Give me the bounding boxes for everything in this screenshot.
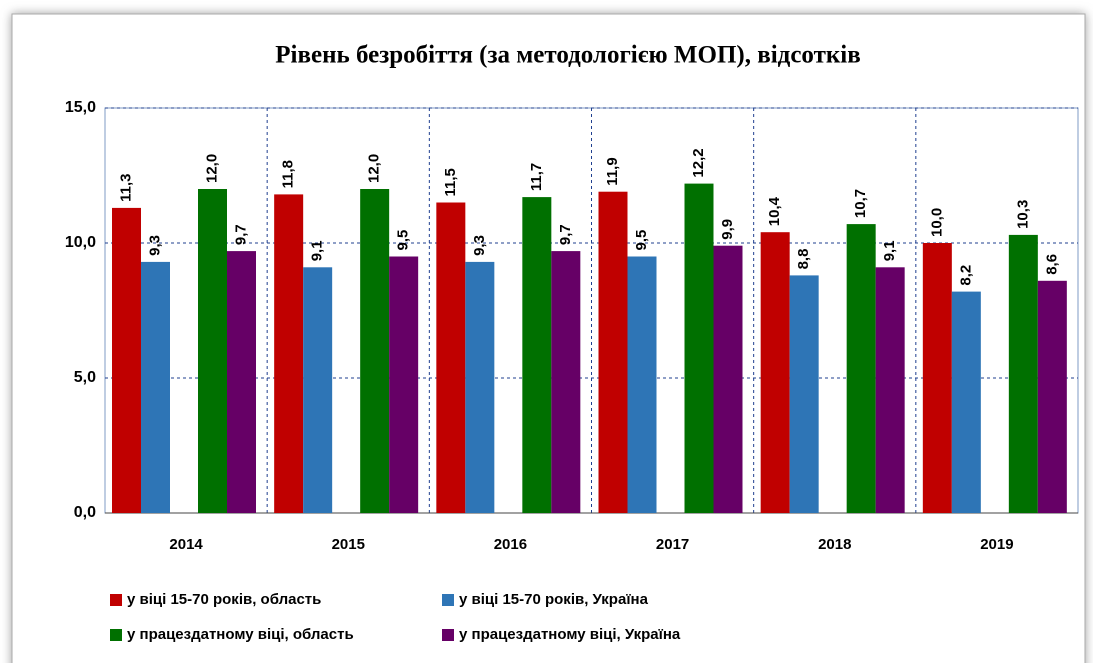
bar [141, 261, 170, 513]
data-label: 11,8 [280, 160, 297, 188]
bar [1008, 234, 1038, 513]
legend-label: у працездатному віці, Україна [459, 626, 681, 643]
y-tick-label: 10,0 [65, 234, 96, 251]
data-label: 11,7 [528, 163, 545, 191]
x-tick-label: 2017 [656, 536, 689, 553]
legend-swatch [442, 594, 454, 606]
data-label: 8,8 [795, 249, 812, 270]
y-tick-label: 0,0 [74, 504, 96, 521]
data-label: 10,3 [1014, 200, 1031, 229]
data-label: 9,9 [719, 219, 736, 240]
data-label: 11,3 [117, 174, 134, 202]
bar [112, 207, 141, 513]
data-label: 9,1 [309, 240, 326, 261]
x-tick-label: 2016 [494, 536, 527, 553]
data-label: 9,5 [395, 230, 412, 251]
bar [389, 256, 419, 513]
data-label: 9,5 [633, 230, 650, 251]
data-label: 9,7 [557, 224, 574, 245]
x-tick-label: 2014 [169, 536, 203, 553]
bar [303, 267, 333, 513]
data-label: 10,7 [852, 189, 869, 218]
data-label: 9,1 [881, 240, 898, 261]
legend-label: у віці 15-70 років, область [127, 591, 321, 608]
chart-title: Рівень безробіття (за методологією МОП),… [275, 42, 860, 69]
legend-swatch [110, 629, 122, 641]
bar [951, 291, 981, 513]
bar [551, 251, 581, 513]
bar [522, 197, 552, 513]
bar [922, 243, 952, 513]
bar [713, 245, 743, 513]
bar [789, 275, 819, 513]
data-label: 12,0 [366, 154, 383, 183]
bar [627, 256, 657, 513]
bar [465, 261, 495, 513]
bar [684, 183, 714, 513]
data-label: 9,3 [471, 235, 488, 256]
data-label: 12,0 [203, 154, 220, 183]
bar [760, 232, 790, 513]
x-tick-label: 2019 [980, 536, 1013, 553]
bar [274, 194, 304, 513]
data-label: 10,0 [928, 208, 945, 237]
data-label: 10,4 [766, 196, 783, 226]
data-label: 9,3 [146, 235, 163, 256]
bar [846, 224, 876, 513]
bar [198, 189, 227, 513]
legend-swatch [110, 594, 122, 606]
data-label: 8,6 [1043, 254, 1060, 275]
x-tick-label: 2015 [332, 536, 365, 553]
legend-label: у віці 15-70 років, Україна [459, 591, 649, 608]
bar [436, 202, 466, 513]
y-tick-label: 15,0 [65, 99, 96, 116]
data-label: 12,2 [690, 148, 707, 177]
x-tick-label: 2018 [818, 536, 851, 553]
y-tick-label: 5,0 [74, 369, 96, 386]
legend-label: у працездатному віці, область [127, 626, 354, 643]
bar [360, 189, 390, 513]
legend-swatch [442, 629, 454, 641]
bar [1037, 280, 1067, 513]
data-label: 9,7 [232, 224, 249, 245]
bar [227, 251, 256, 513]
bar [598, 191, 628, 513]
bar [875, 267, 905, 513]
data-label: 8,2 [957, 265, 974, 286]
data-label: 11,5 [442, 168, 459, 196]
data-label: 11,9 [604, 157, 621, 185]
